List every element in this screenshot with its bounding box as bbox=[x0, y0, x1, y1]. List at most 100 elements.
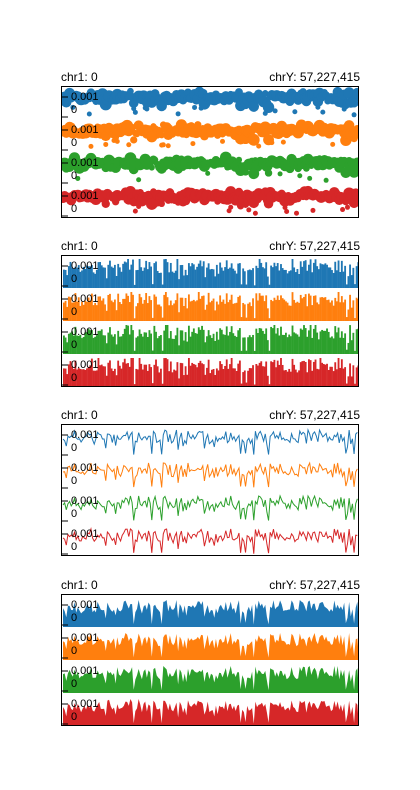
bar-mark bbox=[289, 270, 292, 288]
bar-mark bbox=[171, 338, 174, 354]
bar-mark bbox=[90, 265, 93, 288]
bar-mark bbox=[303, 360, 305, 386]
bar-mark bbox=[99, 330, 102, 354]
bar-mark bbox=[160, 272, 162, 288]
bar-mark bbox=[191, 331, 194, 354]
bar-mark bbox=[112, 371, 115, 386]
bar-mark bbox=[87, 266, 90, 288]
bar-mark bbox=[66, 374, 69, 386]
bar-mark bbox=[158, 304, 161, 321]
bar-mark bbox=[143, 364, 146, 386]
bar-mark bbox=[110, 300, 113, 321]
bar-mark bbox=[104, 304, 106, 321]
bar-mark bbox=[214, 310, 217, 321]
bar-mark bbox=[298, 336, 300, 354]
bar-mark bbox=[324, 330, 327, 354]
bar-mark bbox=[155, 331, 157, 354]
bar-mark bbox=[224, 334, 226, 354]
bar-mark bbox=[201, 325, 203, 354]
bar-mark bbox=[128, 334, 131, 354]
scatter-point bbox=[269, 140, 275, 146]
bar-mark bbox=[350, 340, 353, 354]
bar-mark bbox=[286, 302, 289, 321]
bar-mark bbox=[322, 364, 325, 386]
bar-mark bbox=[229, 331, 231, 354]
bar-mark bbox=[301, 298, 304, 321]
bar-mark bbox=[184, 297, 187, 321]
bar-mark bbox=[308, 293, 310, 321]
bar-mark bbox=[122, 263, 125, 288]
bar-mark bbox=[122, 362, 125, 386]
bar-mark bbox=[148, 262, 151, 288]
bar-mark bbox=[227, 368, 230, 386]
bar-mark bbox=[335, 301, 338, 321]
bar-mark bbox=[211, 268, 213, 288]
bar-mark bbox=[354, 318, 356, 321]
bar-mark bbox=[194, 364, 197, 386]
bar-mark bbox=[266, 375, 269, 386]
bar-mark bbox=[141, 369, 144, 386]
bar-mark bbox=[194, 333, 197, 354]
bar-mark bbox=[104, 366, 106, 386]
bar-mark bbox=[220, 301, 223, 321]
bar-mark bbox=[237, 363, 240, 386]
bar-mark bbox=[122, 298, 125, 321]
bar-mark bbox=[164, 325, 167, 354]
bar-mark bbox=[331, 336, 333, 354]
bar-mark bbox=[140, 363, 143, 386]
bar-mark bbox=[209, 373, 212, 386]
bar-mark bbox=[90, 330, 93, 354]
bar-mark bbox=[153, 325, 156, 354]
bar-mark bbox=[261, 330, 264, 354]
bar-mark bbox=[161, 284, 164, 288]
bar-mark bbox=[81, 369, 83, 386]
bar-mark bbox=[94, 370, 97, 386]
scatter-point bbox=[353, 125, 358, 134]
bar-mark bbox=[344, 265, 347, 288]
bar-mark bbox=[97, 262, 100, 288]
bar-mark bbox=[314, 259, 317, 288]
plot-svg bbox=[62, 87, 358, 217]
bar-mark bbox=[171, 372, 174, 386]
bar-mark bbox=[89, 365, 92, 386]
bar-mark bbox=[211, 369, 213, 386]
bar-mark bbox=[273, 297, 276, 321]
bar-mark bbox=[137, 303, 139, 321]
bar-mark bbox=[303, 261, 305, 288]
bar-mark bbox=[104, 267, 106, 288]
bar-mark bbox=[275, 266, 277, 288]
bar-mark bbox=[89, 330, 92, 354]
bar-mark bbox=[293, 267, 296, 288]
bar-mark bbox=[296, 269, 299, 288]
scatter-point bbox=[220, 138, 226, 144]
bar-mark bbox=[247, 370, 250, 386]
bar-mark bbox=[197, 327, 200, 354]
bar-mark bbox=[196, 367, 199, 386]
line-series bbox=[62, 494, 358, 521]
bar-mark bbox=[309, 259, 312, 288]
bar-mark bbox=[230, 263, 233, 288]
bar-mark bbox=[261, 267, 264, 288]
bar-mark bbox=[312, 295, 315, 321]
bar-mark bbox=[301, 329, 304, 354]
bar-mark bbox=[238, 360, 241, 386]
scatter-point bbox=[131, 106, 137, 112]
region-start-label: chr1: 0 bbox=[61, 578, 98, 592]
bar-mark bbox=[245, 350, 248, 354]
area-series bbox=[63, 633, 358, 660]
bar-mark bbox=[197, 263, 200, 288]
bar-mark bbox=[117, 330, 120, 354]
bar-mark bbox=[293, 364, 296, 386]
bar-mark bbox=[337, 260, 340, 288]
bar-mark bbox=[109, 260, 111, 288]
bar-mark bbox=[192, 264, 195, 288]
bar-mark bbox=[247, 270, 250, 288]
bar-mark bbox=[183, 340, 185, 354]
bar-mark bbox=[276, 295, 279, 321]
bar-mark bbox=[97, 358, 100, 386]
bar-mark bbox=[301, 361, 304, 386]
bar-mark bbox=[173, 303, 176, 321]
bar-mark bbox=[82, 304, 85, 321]
bar-mark bbox=[125, 262, 128, 288]
bar-mark bbox=[326, 300, 328, 321]
